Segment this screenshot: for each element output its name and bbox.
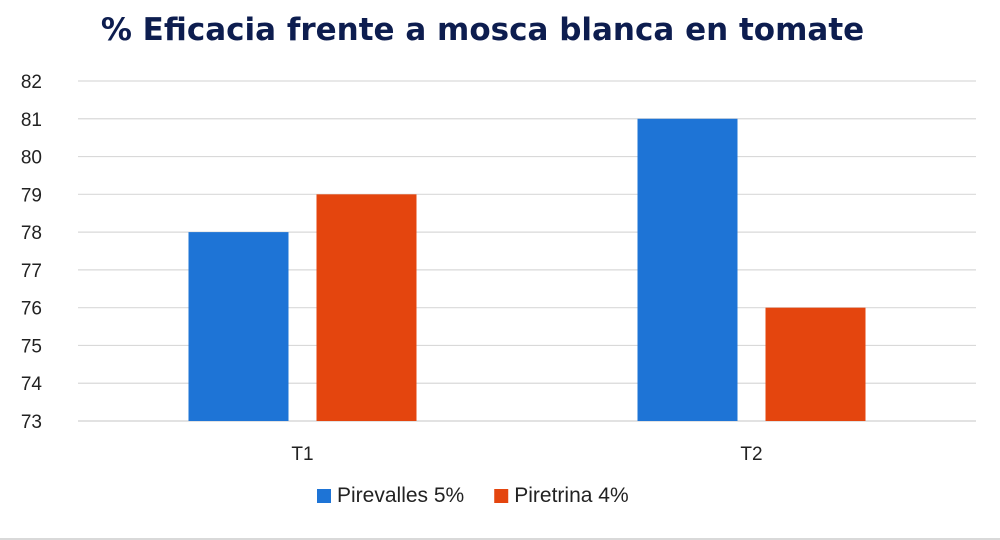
y-tick-label: 81	[21, 110, 42, 131]
y-tick-label: 80	[21, 148, 42, 169]
y-tick-label: 75	[21, 336, 42, 357]
legend-swatch	[317, 489, 331, 503]
bar-t2-series-1	[637, 118, 738, 422]
bars	[188, 118, 866, 422]
x-axis-labels: T1 T2	[291, 444, 762, 465]
y-tick-label: 77	[21, 261, 42, 282]
x-category-label: T1	[291, 444, 313, 465]
bar-t2-series-2	[765, 307, 866, 421]
legend-swatch	[494, 489, 509, 503]
y-tick-label: 74	[21, 374, 43, 395]
x-category-label: T2	[740, 444, 762, 465]
y-tick-label: 82	[21, 72, 42, 93]
bar-t1-series-2	[316, 194, 417, 421]
y-tick-label: 76	[21, 299, 42, 320]
y-tick-label: 79	[21, 185, 42, 206]
y-tick-label: 73	[21, 412, 42, 433]
y-tick-label: 78	[21, 223, 42, 244]
legend: Pirevalles 5% Piretrina 4%	[317, 484, 629, 507]
bar-t1-series-1	[188, 232, 289, 421]
chart-title: % Eficacia frente a mosca blanca en toma…	[100, 12, 865, 48]
legend-label: Pirevalles 5%	[337, 484, 464, 507]
y-axis-ticks: 73 74 75 76 77 78 79 80 81 82	[21, 72, 43, 433]
legend-label: Piretrina 4%	[514, 484, 628, 507]
